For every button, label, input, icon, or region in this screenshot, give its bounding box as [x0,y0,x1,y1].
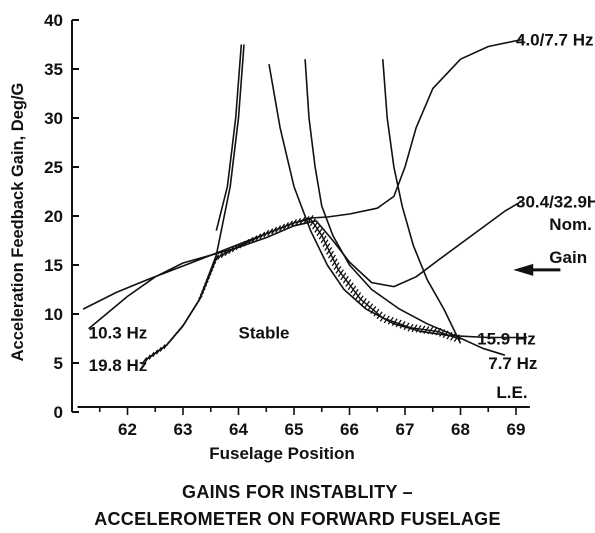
stable-boundary-line [143,218,461,362]
y-axis-title: Acceleration Feedback Gain, Deg/G [9,83,27,362]
hatch-mark [307,215,314,223]
curves [82,38,528,362]
nominal-gain-arrowhead [513,263,534,276]
labels: 4.0/7.7 Hz 30.4/32.9Hz 10.3 Hz 19.8 Hz Stabl… [89,31,595,375]
stable-boundary-hatch [141,215,461,365]
hatch-mark [376,311,383,320]
hatch-mark [352,288,359,297]
hatch-mark [350,285,357,294]
label-4-0-7-7-hz: 4.0/7.7 Hz [516,31,594,50]
hatch-mark [373,308,380,317]
x-tick-label: 62 [118,420,137,439]
hatch-mark [342,275,349,284]
hatch-mark [312,221,319,230]
hatch-mark [399,321,406,329]
curve-19-8-hz [143,44,245,362]
hatch-mark [216,252,224,261]
caption-line-1: GAINS FOR INSTABLITY – [182,482,413,502]
curve-30-4-32-9hz [88,200,522,330]
hatch-mark [450,332,457,341]
y-tick-label: 10 [44,305,63,324]
hatch-mark [337,269,344,278]
hatch-mark [395,319,402,328]
hatch-mark [357,295,364,304]
label-gain: Gain [549,248,587,267]
hatch-mark [387,316,394,325]
hatch-mark [363,300,370,309]
x-tick-label: 67 [396,420,415,439]
label-30-4-32-9hz: 30.4/32.9Hz [516,192,595,211]
hatch-mark [316,228,323,237]
curve-7-7-hz [304,59,506,356]
y-tick-label: 35 [44,60,63,79]
curve-15-9-hz [215,44,243,231]
hatch-mark [327,250,335,259]
x-tick-label: 63 [174,420,193,439]
hatch-mark [360,298,367,306]
chart: 0 5 10 15 20 25 30 35 40 62 63 64 65 66 67 68 69 L.E. Fuse… [9,11,595,463]
y-tick-label: 30 [44,109,63,128]
hatch-mark [318,231,325,240]
hatch-mark [331,258,338,267]
hatch-mark [411,324,418,333]
hatch-mark [326,246,333,255]
x-tick-label: 64 [229,420,248,439]
y-tick-label: 40 [44,11,63,30]
x-end-label: L.E. [496,383,527,402]
hatch-mark [320,235,327,244]
caption-line-2: ACCELEROMETER ON FORWARD FUSELAGE [94,509,501,529]
hatch-mark [335,266,342,274]
hatch-mark [391,318,398,326]
label-19-8-hz: 19.8 Hz [89,356,148,375]
y-tick-label: 20 [44,207,63,226]
hatch-mark [345,279,352,287]
x-tick-label: 66 [340,420,359,439]
x-tick-label: 68 [451,420,470,439]
label-stable: Stable [239,324,290,343]
hatch-mark [324,243,331,251]
curve-7 [382,59,462,344]
hatch-mark [403,322,410,331]
axes: 0 5 10 15 20 25 30 35 40 62 63 64 65 66 67 68 69 L.E. Fuse… [9,11,530,463]
hatch-mark [314,225,321,233]
hatch-mark [340,272,347,281]
curve-10-3-hz [82,38,522,310]
label-10-3-hz: 10.3 Hz [89,324,148,343]
x-axis-title: Fuselage Position [209,444,354,463]
hatch-mark [322,239,329,248]
label-15-9-hz: 15.9 Hz [477,330,536,349]
label-nom: Nom. [549,215,592,234]
y-tick-label: 0 [54,403,63,422]
x-tick-label: 69 [507,420,526,439]
y-tick-label: 25 [44,158,63,177]
hatch-mark [329,254,336,263]
hatch-mark [333,262,340,270]
label-7-7-hz: 7.7 Hz [488,354,537,373]
y-tick-label: 15 [44,256,63,275]
x-tick-label: 65 [285,420,304,439]
hatch-mark [355,292,362,300]
hatch-mark [347,282,354,291]
hatch-mark [415,324,422,333]
y-tick-label: 5 [54,354,63,373]
